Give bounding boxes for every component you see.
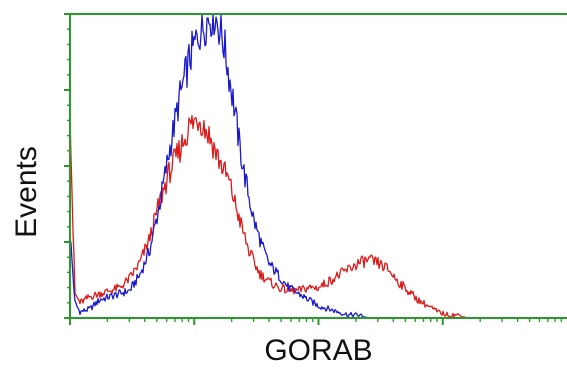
series-layer bbox=[69, 13, 567, 319]
y-axis-label-text: Events bbox=[10, 146, 43, 238]
series-2 bbox=[69, 114, 567, 319]
x-axis-label: GORAB bbox=[264, 334, 373, 367]
series-1 bbox=[69, 13, 567, 319]
series-2-line bbox=[69, 114, 567, 319]
series-1-line bbox=[69, 13, 567, 319]
axis-layer bbox=[64, 13, 567, 325]
y-axis-label: Events bbox=[2, 132, 52, 252]
